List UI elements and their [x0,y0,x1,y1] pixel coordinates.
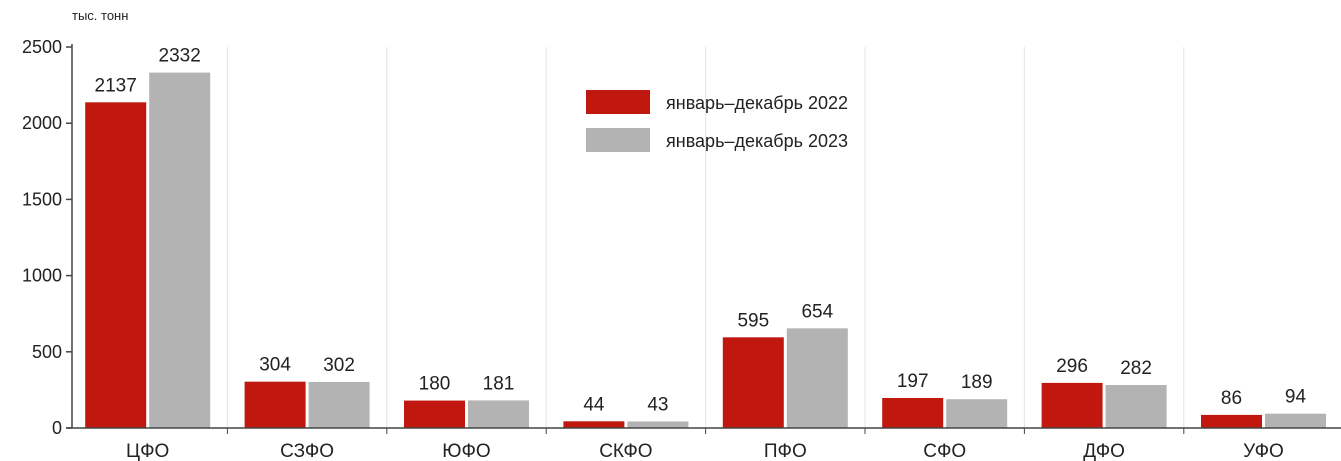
bar-2022 [1041,382,1103,428]
bar-2022 [244,381,306,428]
data-label: 181 [483,373,515,394]
bar-2022 [404,400,465,428]
x-tick-label: ДФО [1083,441,1125,461]
data-label: 654 [801,301,833,322]
x-tick-label: УФО [1243,441,1284,461]
data-labels: 2137 2332 304 302 180 181 44 43 595 654 197 189 296 2… [95,46,1307,416]
x-tick-label: ЮФО [442,441,490,461]
legend-swatch-2022 [586,90,650,114]
unit-label: тыс. тонн [72,8,128,23]
axes [66,44,1341,429]
y-tick-label: 500 [32,342,62,362]
data-label: 180 [419,374,451,395]
bar-2023 [1105,385,1167,428]
data-label: 595 [737,310,769,331]
legend-swatch-2023 [586,128,650,152]
x-tick-label: СФО [923,441,966,461]
bar-2023 [786,328,848,428]
legend: январь–декабрь 2022 январь–декабрь 2023 [586,90,848,152]
x-tick-label: СЗФО [280,441,334,461]
y-tick-label: 2500 [22,37,62,57]
bar-2023 [308,381,370,428]
bar-2023 [627,421,689,428]
data-label: 296 [1056,356,1088,377]
bar-2022 [882,397,944,428]
y-tick-label: 1000 [22,266,62,286]
data-label: 304 [259,355,291,376]
bar-2022 [85,102,147,428]
bars [85,72,1326,428]
y-tick-label: 1500 [22,189,62,209]
legend-label-2023: январь–декабрь 2023 [666,131,848,151]
data-label: 189 [961,372,993,393]
y-tick-labels: 0 500 1000 1500 2000 2500 [22,37,72,438]
data-label: 2137 [95,75,137,96]
bar-2023 [468,400,529,428]
x-tick-label: СКФО [599,441,652,461]
y-tick-label: 0 [52,418,62,438]
data-label: 44 [583,394,605,415]
bar-2023 [1265,413,1326,428]
bar-2022 [1201,414,1262,428]
bar-2022 [563,421,625,428]
bar-2022 [722,337,784,428]
bar-2023 [149,72,211,428]
data-label: 2332 [159,46,201,67]
data-label: 86 [1221,388,1242,409]
legend-label-2022: январь–декабрь 2022 [666,93,848,113]
bar-2023 [946,399,1008,428]
data-label: 302 [323,355,355,376]
x-tick-label: ПФО [764,441,807,461]
data-label: 94 [1285,387,1307,408]
data-label: 282 [1120,358,1152,379]
x-tick-label: ЦФО [126,441,169,461]
data-label: 43 [647,394,668,415]
data-label: 197 [897,371,929,392]
y-tick-label: 2000 [22,113,62,133]
x-tick-labels: ЦФО СЗФО ЮФО СКФО ПФО СФО ДФО УФО [126,428,1284,461]
grid-lines [226,47,1185,428]
